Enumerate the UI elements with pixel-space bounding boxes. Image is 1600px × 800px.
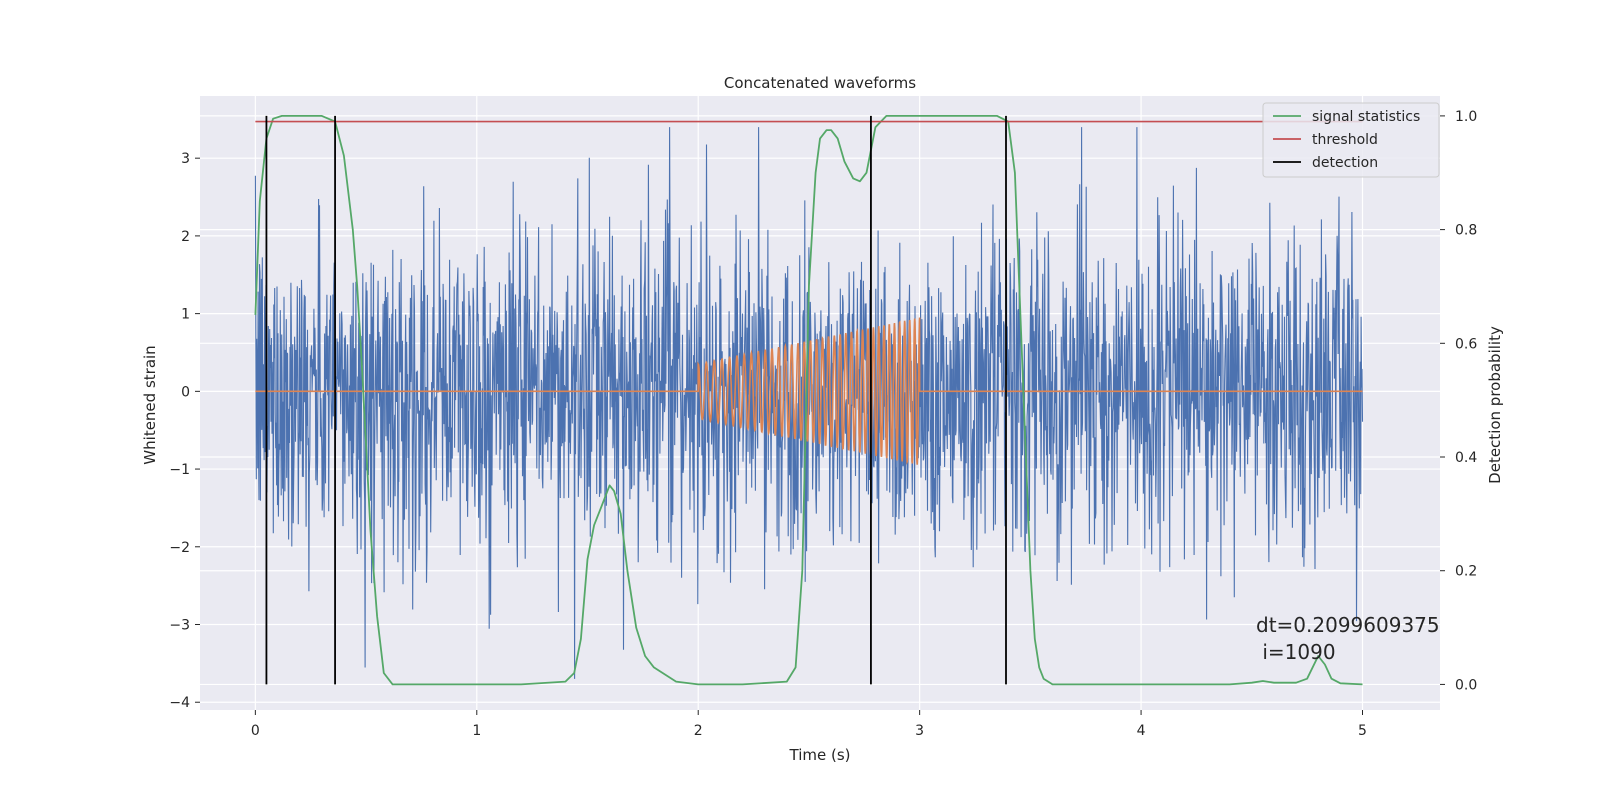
y-tick-label: −1 [169, 462, 190, 478]
legend: signal statistics threshold detection [1262, 102, 1440, 178]
legend-label-threshold: threshold [1312, 132, 1378, 148]
x-tick-label: 5 [1358, 723, 1367, 739]
right-tick-label: 0.4 [1455, 450, 1477, 466]
right-tick-label: 1.0 [1455, 109, 1477, 125]
chart-title: Concatenated waveforms [724, 74, 916, 92]
right-tick-label: 0.6 [1455, 336, 1477, 352]
y-tick-label: −4 [169, 695, 190, 711]
x-tick-label: 3 [915, 723, 924, 739]
right-axis-label: Detection probability [1486, 326, 1504, 484]
x-axis-label: Time (s) [789, 746, 851, 764]
y-tick-label: 2 [181, 229, 190, 245]
signal-statistics-line [254, 115, 1363, 686]
annotation-index: i=1090 [1256, 640, 1336, 664]
y-tick-label: 3 [181, 151, 190, 167]
x-axis-ticks: 0 1 2 3 4 5 [251, 710, 1367, 739]
signal-statistics-series [254, 115, 1363, 686]
right-tick-label: 0.8 [1455, 223, 1477, 239]
strain-line [254, 127, 1364, 679]
legend-label-detection: detection [1312, 155, 1378, 171]
legend-label-signal-statistics: signal statistics [1312, 109, 1420, 125]
y-tick-label: −3 [169, 618, 190, 634]
y-tick-label: 0 [181, 384, 190, 400]
y-axis-label: Whitened strain [141, 345, 159, 464]
template-line [255, 317, 1363, 465]
detection-series [265, 115, 1007, 685]
x-tick-label: 2 [694, 723, 703, 739]
x-tick-label: 0 [251, 723, 260, 739]
right-tick-label: 0.0 [1455, 677, 1477, 693]
x-tick-label: 4 [1137, 723, 1146, 739]
x-tick-label: 1 [472, 723, 481, 739]
y-axis-ticks: −4 −3 −2 −1 0 1 2 3 [169, 151, 200, 711]
legend-box [1262, 102, 1440, 178]
annotation-dt: dt=0.2099609375 [1256, 613, 1440, 637]
y-tick-label: 1 [181, 307, 190, 323]
strain-series [254, 127, 1364, 679]
right-tick-label: 0.2 [1455, 564, 1477, 580]
right-axis-ticks: 0.0 0.2 0.4 0.6 0.8 1.0 [1440, 109, 1477, 693]
y-tick-label: −2 [169, 540, 190, 556]
template-series [255, 317, 1363, 465]
